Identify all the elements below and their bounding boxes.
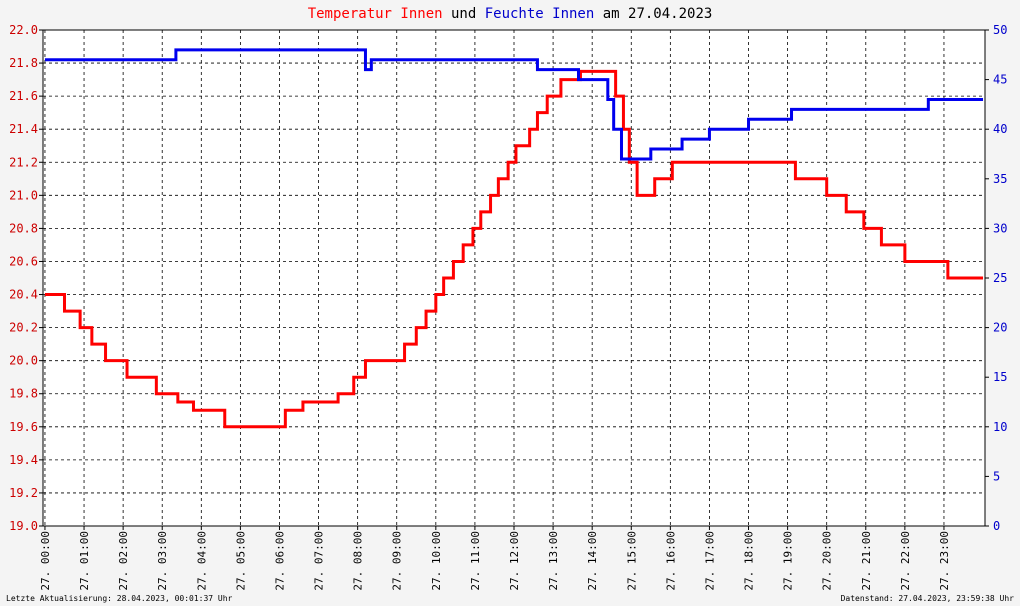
y2-tick-label: 30 — [993, 221, 1007, 235]
y2-tick-label: 20 — [993, 321, 1007, 335]
y2-tick-label: 5 — [993, 469, 1000, 483]
x-tick-label: 27. 08:00 — [352, 531, 365, 591]
x-tick-label: 27. 14:00 — [586, 531, 599, 591]
x-tick-label: 27. 16:00 — [664, 531, 677, 591]
x-tick-label: 27. 22:00 — [899, 531, 912, 591]
x-tick-label: 27. 19:00 — [782, 531, 795, 591]
y-tick-label: 21.8 — [9, 56, 38, 70]
x-tick-label: 27. 00:00 — [39, 531, 52, 591]
y-tick-label: 19.6 — [9, 420, 38, 434]
y2-tick-label: 15 — [993, 370, 1007, 384]
y2-tick-label: 40 — [993, 122, 1007, 136]
y2-tick-label: 50 — [993, 23, 1007, 37]
x-tick-label: 27. 21:00 — [860, 531, 873, 591]
x-tick-label: 27. 18:00 — [743, 531, 756, 591]
x-tick-label: 27. 11:00 — [469, 531, 482, 591]
x-tick-label: 27. 09:00 — [391, 531, 404, 591]
y-tick-label: 19.2 — [9, 486, 38, 500]
x-tick-label: 27. 20:00 — [821, 531, 834, 591]
y2-tick-label: 35 — [993, 172, 1007, 186]
footer-right: Datenstand: 27.04.2023, 23:59:38 Uhr — [841, 594, 1015, 603]
y-tick-label: 19.4 — [9, 453, 38, 467]
y-tick-label: 21.2 — [9, 155, 38, 169]
y2-tick-label: 0 — [993, 519, 1000, 533]
y-tick-label: 21.0 — [9, 188, 38, 202]
y-tick-label: 19.0 — [9, 519, 38, 533]
y-tick-label: 20.6 — [9, 254, 38, 268]
y2-tick-label: 25 — [993, 271, 1007, 285]
x-tick-label: 27. 03:00 — [156, 531, 169, 591]
footer-left: Letzte Aktualisierung: 28.04.2023, 00:01… — [6, 594, 233, 603]
chart-title: Temperatur Innen und Feuchte Innen am 27… — [308, 6, 713, 22]
x-tick-label: 27. 10:00 — [430, 531, 443, 591]
y2-tick-label: 10 — [993, 420, 1007, 434]
x-tick-label: 27. 17:00 — [703, 531, 716, 591]
y-tick-label: 20.2 — [9, 321, 38, 335]
y-tick-label: 21.6 — [9, 89, 38, 103]
x-tick-label: 27. 12:00 — [508, 531, 521, 591]
plot-frame — [42, 29, 986, 527]
x-tick-label: 27. 04:00 — [195, 531, 208, 591]
title-part: Feuchte Innen — [485, 6, 595, 22]
y-tick-label: 20.4 — [9, 288, 38, 302]
x-tick-label: 27. 13:00 — [547, 531, 560, 591]
y-tick-label: 19.8 — [9, 387, 38, 401]
x-tick-label: 27. 05:00 — [234, 531, 247, 591]
title-part: und — [451, 6, 476, 22]
y-tick-label: 20.0 — [9, 354, 38, 368]
data-line — [44, 48, 984, 161]
x-tick-label: 27. 07:00 — [313, 531, 326, 591]
x-tick-label: 27. 15:00 — [625, 531, 638, 591]
title-part: Temperatur Innen — [308, 6, 443, 22]
data-line — [44, 69, 984, 429]
y-tick-label: 21.4 — [9, 122, 38, 136]
title-part: am 27.04.2023 — [603, 6, 713, 22]
y-tick-label: 22.0 — [9, 23, 38, 37]
x-tick-label: 27. 06:00 — [273, 531, 286, 591]
x-tick-label: 27. 01:00 — [78, 531, 91, 591]
x-tick-label: 27. 02:00 — [117, 531, 130, 591]
y-tick-label: 20.8 — [9, 221, 38, 235]
y2-tick-label: 45 — [993, 73, 1007, 87]
x-tick-label: 27. 23:00 — [938, 531, 951, 591]
